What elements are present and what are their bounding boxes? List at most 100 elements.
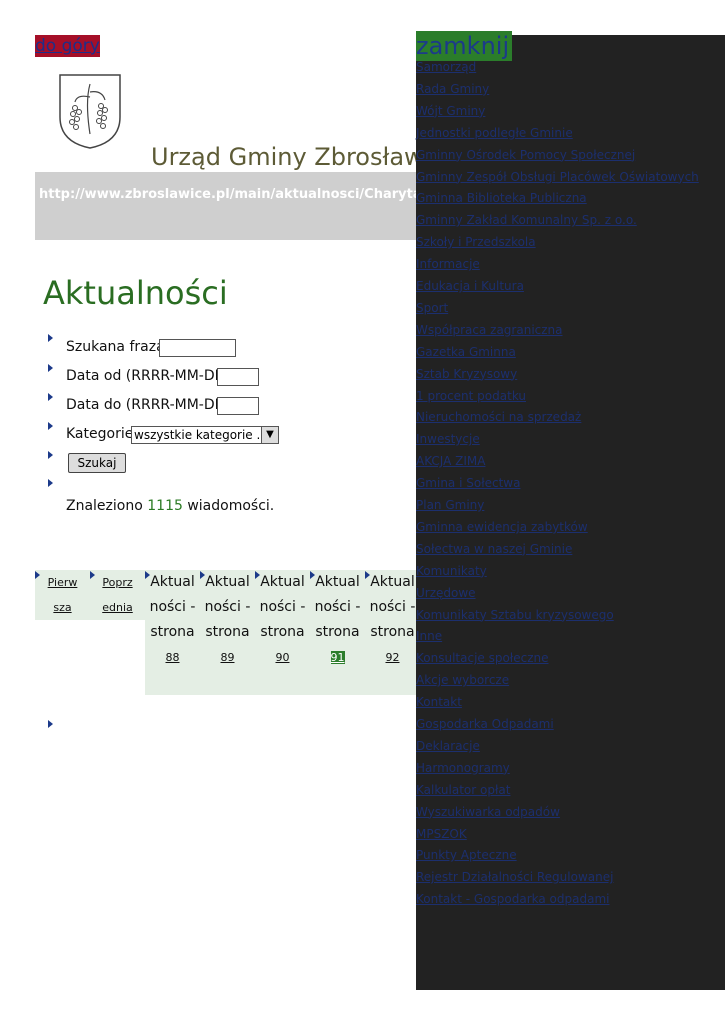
category-select[interactable]: wszystkie kategorie ... ▼ xyxy=(131,426,279,444)
phrase-input[interactable] xyxy=(159,339,236,357)
menu-link[interactable]: Plan Gminy xyxy=(416,498,485,512)
menu-link[interactable]: Szkoły i Przedszkola xyxy=(416,235,536,250)
menu-link[interactable]: 1 procent podatku xyxy=(416,388,527,403)
menu-link[interactable]: Gminny Zakład Komunalny Sp. z o.o. xyxy=(416,213,637,228)
page-text: Aktualności - strona xyxy=(204,574,251,640)
menu-link[interactable]: Konsultacje społeczne xyxy=(416,651,549,666)
bullet xyxy=(255,571,260,579)
pager-cell: Aktualności - strona 90 xyxy=(255,570,310,695)
site-url[interactable]: http://www.zbroslawice.pl/main/aktualnos… xyxy=(39,187,416,202)
url-bar: http://www.zbroslawice.pl/main/aktualnos… xyxy=(35,172,416,240)
bullet xyxy=(48,334,53,342)
bullet xyxy=(48,720,53,728)
pager-page[interactable]: Aktualności - strona 91 xyxy=(315,570,361,670)
menu-link[interactable]: Rada Gminy xyxy=(416,81,490,96)
menu-link[interactable]: Wyszukiwarka odpadów xyxy=(416,804,560,819)
bullet xyxy=(365,571,370,579)
menu-link[interactable]: Nieruchomości na sprzedaż xyxy=(416,410,582,425)
select-arrow: ▼ xyxy=(261,427,278,443)
search-button[interactable]: Szukaj xyxy=(68,453,126,473)
pager-cell: Poprzednia xyxy=(90,570,145,620)
menu-link[interactable]: Gospodarka Odpadami xyxy=(416,717,554,731)
pager-cell: Aktualności - strona 88 xyxy=(145,570,200,695)
menu-link[interactable]: Gminny Ośrodek Pomocy Społecznej xyxy=(416,147,636,162)
pager-page[interactable]: Aktualności - strona 90 xyxy=(260,570,306,670)
top-link[interactable]: do góry xyxy=(35,35,100,57)
bullet xyxy=(48,364,53,372)
menu-link[interactable]: Sołectwa w naszej Gminie xyxy=(416,541,573,556)
bullet xyxy=(48,393,53,401)
page-number[interactable]: 91 xyxy=(330,651,345,664)
pager-cell: Aktualności - strona 89 xyxy=(200,570,255,695)
menu-link[interactable]: Akcje wyborcze xyxy=(416,673,510,688)
bullet xyxy=(48,422,53,430)
menu-link[interactable]: Inwestycje xyxy=(416,432,480,447)
result-suffix: wiadomości. xyxy=(187,498,275,514)
menu-link[interactable]: Edukacja i Kultura xyxy=(416,279,524,293)
pager-link[interactable]: Pierwsza xyxy=(47,576,78,614)
pager-page[interactable]: Aktualności - strona 89 xyxy=(205,570,251,670)
result-text: Znaleziono 1115 wiadomości. xyxy=(66,498,274,514)
category-label: Kategorie xyxy=(66,426,134,442)
pager-cell: Aktualności - strona 92 xyxy=(365,570,420,695)
menu-link[interactable]: Sztab Kryzysowy xyxy=(416,366,518,381)
menu-link[interactable]: Współpraca zagraniczna xyxy=(416,322,563,337)
page-number[interactable]: 88 xyxy=(165,651,180,664)
page-text: Aktualności - strona xyxy=(314,574,361,640)
page-number[interactable]: 92 xyxy=(385,651,400,664)
menu-link[interactable]: Wójt Gminy xyxy=(416,103,486,118)
menu-link[interactable]: Gminna ewidencja zabytków xyxy=(416,519,588,534)
menu-link[interactable]: Komunikaty Sztabu kryzysowego xyxy=(416,607,614,622)
pager-page[interactable]: Aktualności - strona 88 xyxy=(150,570,196,670)
menu-link[interactable]: Urzędowe xyxy=(416,585,476,600)
page-number[interactable]: 90 xyxy=(275,651,290,664)
page-number[interactable]: 89 xyxy=(220,651,235,664)
page-text: Aktualności - strona xyxy=(149,574,196,640)
menu-link[interactable]: Gmina i Sołectwa xyxy=(416,476,521,491)
menu-link[interactable]: Informacje xyxy=(416,257,480,272)
pager-cell: Pierwsza xyxy=(35,570,90,620)
menu-link[interactable]: Rejestr Działalności Regulowanej xyxy=(416,870,614,885)
site-title: Urząd Gminy Zbrosławi xyxy=(151,143,431,171)
bullet xyxy=(310,571,315,579)
menu-link[interactable]: Inne xyxy=(416,629,443,644)
page-text: Aktualności - strona xyxy=(369,574,416,640)
pager-link[interactable]: Poprzednia xyxy=(102,576,133,614)
bullet xyxy=(48,479,53,487)
bullet xyxy=(145,571,150,579)
pager-page[interactable]: Aktualności - strona 92 xyxy=(370,570,416,670)
menu-link[interactable]: Sport xyxy=(416,300,449,315)
menu-link[interactable]: Jednostki podległe Gminie xyxy=(416,125,573,140)
menu-link[interactable]: Komunikaty xyxy=(416,563,487,578)
result-prefix: Znaleziono xyxy=(66,498,143,514)
menu-link[interactable]: MPSZOK xyxy=(416,826,467,841)
menu-link[interactable]: Punkty Apteczne xyxy=(416,848,517,863)
menu-link[interactable]: Gminny Zespół Obsługi Placówek Oświatowy… xyxy=(416,169,699,184)
menu-link[interactable]: Kontakt xyxy=(416,695,462,710)
category-value: wszystkie kategorie ... xyxy=(134,428,268,442)
menu-link[interactable]: Samorząd xyxy=(416,60,477,74)
menu-link[interactable]: Gazetka Gminna xyxy=(416,344,516,359)
bullet xyxy=(200,571,205,579)
menu-link[interactable]: Harmonogramy xyxy=(416,760,510,775)
pager-cell: Aktualności - strona 91 xyxy=(310,570,365,695)
bullet xyxy=(48,451,53,459)
date-from-label: Data od (RRRR-MM-DD) xyxy=(66,368,231,384)
bullet xyxy=(90,571,95,579)
page-text: Aktualności - strona xyxy=(259,574,306,640)
menu-link[interactable]: Kontakt - Gospodarka odpadami xyxy=(416,892,610,907)
bullet xyxy=(35,571,40,579)
menu-link[interactable]: Kalkulator opłat xyxy=(416,782,511,797)
menu-link[interactable]: AKCJA ZIMA xyxy=(416,454,486,469)
result-count: 1115 xyxy=(147,498,183,514)
close-link[interactable]: zamknij xyxy=(416,31,513,61)
menu-link[interactable]: Gminna Biblioteka Publiczna xyxy=(416,191,587,206)
page-heading: Aktualności xyxy=(43,274,228,312)
menu-link[interactable]: Deklaracje xyxy=(416,738,480,753)
date-from-input[interactable] xyxy=(217,368,259,386)
phrase-label: Szukana fraza xyxy=(66,339,165,355)
coat-of-arms xyxy=(59,74,121,149)
date-to-input[interactable] xyxy=(217,397,259,415)
